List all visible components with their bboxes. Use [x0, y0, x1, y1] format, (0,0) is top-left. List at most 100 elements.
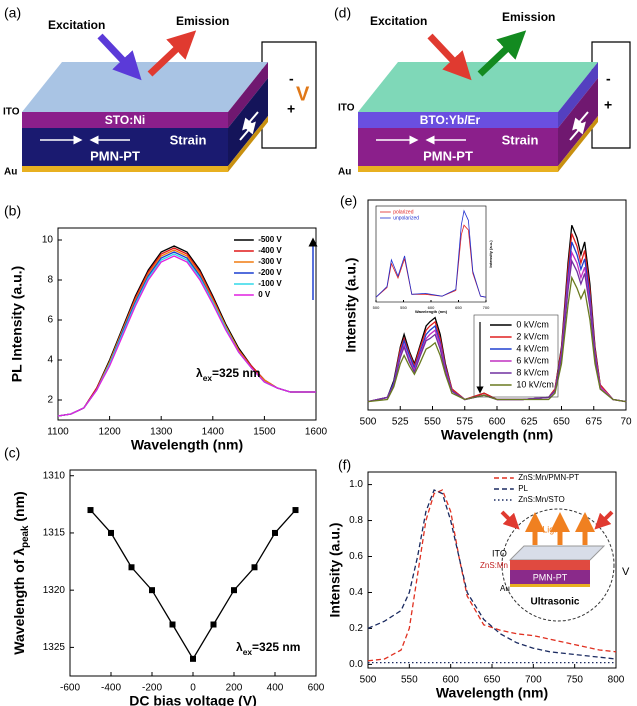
excitation-arrow: [97, 33, 142, 81]
x-tick-label: 550: [400, 305, 407, 310]
emission-label: Emission: [502, 10, 555, 24]
y-tick-label: 6: [47, 315, 53, 326]
circuit-wire: [591, 41, 631, 149]
legend-label: unpolarized: [393, 215, 419, 221]
y-axis-label: Intensity (a.u.): [343, 258, 359, 353]
y-axis-label-rest: (nm): [11, 491, 27, 525]
film-layer: [358, 112, 558, 128]
legend-label: 2 kV/cm: [516, 331, 549, 341]
point: [272, 529, 278, 536]
plus-label: +: [287, 101, 295, 117]
plot-frame: [375, 205, 487, 303]
legend-label: -300 V: [258, 257, 282, 266]
series-line: [57, 255, 316, 417]
film-label: STO:Ni: [105, 113, 145, 127]
x-tick-label: 1300: [150, 427, 173, 438]
au-label: Au: [338, 167, 351, 178]
x-tick-label: 500: [373, 305, 380, 310]
panel-label: (d): [334, 5, 351, 21]
inset-label: PMN-PT: [533, 572, 568, 582]
point: [128, 564, 135, 571]
plus-label: +: [604, 97, 612, 113]
legend-label: ZnS:Mn/PMN-PT: [518, 473, 579, 482]
circuit-wire: [261, 41, 317, 149]
legend-label: ZnS:Mn/STO: [518, 495, 565, 504]
x-tick-label: 750: [566, 675, 583, 686]
x-tick-label: 1500: [253, 427, 276, 438]
series-line: [367, 275, 627, 403]
point: [87, 507, 94, 514]
y-tick-label: 0.4: [349, 587, 363, 598]
ultrasonic-circle: [501, 508, 615, 622]
inset-label: V: [622, 566, 630, 578]
excitation-label: Excitation: [370, 14, 427, 28]
series-line: [367, 233, 627, 403]
strain-label: Strain: [502, 132, 539, 147]
panel-label: (c): [4, 445, 20, 461]
legend-label: -100 V: [258, 279, 282, 288]
x-tick-label: 550: [424, 417, 441, 428]
x-tick-label: 600: [308, 683, 325, 694]
x-tick-label: 550: [401, 675, 418, 686]
minus-label: -: [606, 71, 611, 87]
excitation-arrow: [500, 510, 520, 530]
x-tick-label: 600: [489, 417, 506, 428]
legend-frame: [473, 314, 559, 398]
point: [190, 655, 196, 662]
substrate-layer: [22, 128, 228, 166]
legend-label: 8 kV/cm: [516, 367, 549, 377]
point: [169, 621, 176, 628]
x-tick-label: 1100: [47, 427, 69, 438]
annotation-main: λ: [236, 640, 243, 654]
legend-label: polarized: [393, 209, 414, 215]
substrate-label: PMN-PT: [423, 148, 473, 163]
annotation-rest: =325 nm: [252, 640, 300, 654]
x-tick-label: 650: [455, 305, 462, 310]
annotation-rest: =325 nm: [212, 366, 260, 380]
panel-label: (b): [4, 203, 21, 219]
y-tick-label: 1310: [43, 470, 66, 481]
inset-label: ITO: [492, 548, 507, 558]
film-side: [228, 62, 268, 128]
point: [292, 507, 299, 514]
film-layer: [22, 112, 228, 128]
series-line: [375, 209, 487, 298]
x-axis-label: Wavelength (nm): [441, 427, 553, 443]
au-label: Au: [4, 167, 17, 178]
au-layer: [358, 166, 558, 172]
y-tick-label: 1325: [43, 642, 66, 653]
minus-label: -: [289, 71, 294, 87]
y-tick-label: 10: [42, 235, 54, 246]
ito-label: ITO: [3, 107, 20, 118]
y-tick-label: 8: [47, 275, 53, 286]
x-tick-label: 800: [608, 675, 625, 686]
point: [210, 621, 217, 628]
legend-label: -500 V: [258, 235, 282, 244]
y-tick-label: 4: [47, 355, 53, 366]
annotation: λex=325 nm: [236, 640, 300, 657]
x-tick-label: 650: [484, 675, 501, 686]
x-tick-label: 675: [585, 417, 602, 428]
emission-arrow: [147, 30, 197, 77]
series-line: [367, 489, 617, 662]
plots: 1100 1200 1300 1400 1500 1600 2 4 6 8 10 -500 V -400…: [4, 193, 632, 706]
substrate-layer: [358, 128, 558, 166]
y-tick-label: 0.8: [349, 515, 363, 526]
x-tick-label: 1600: [305, 427, 328, 438]
excitation-arrow: [594, 510, 614, 530]
annotation: λex=325 nm: [196, 366, 260, 383]
x-tick-label: 625: [521, 417, 538, 428]
legend-label: 6 kV/cm: [516, 355, 549, 365]
excitation-arrow: [427, 33, 472, 81]
point: [251, 564, 258, 571]
y-axis-label-main: Wavelength of λ: [11, 548, 27, 655]
x-axis-label: DC bias voltage (V): [129, 693, 257, 706]
x-tick-label: 1200: [98, 427, 121, 438]
legend-label: 10 kV/cm: [516, 379, 554, 389]
legend-label: 0 kV/cm: [516, 319, 549, 329]
inset-schematic: Light ITO ZnS:Mn PMN-PT Au Ultrasonic V: [480, 508, 630, 622]
ito-layer: [508, 545, 606, 561]
y-axis-label-sub: peak: [20, 525, 31, 548]
series-line: [367, 489, 617, 660]
